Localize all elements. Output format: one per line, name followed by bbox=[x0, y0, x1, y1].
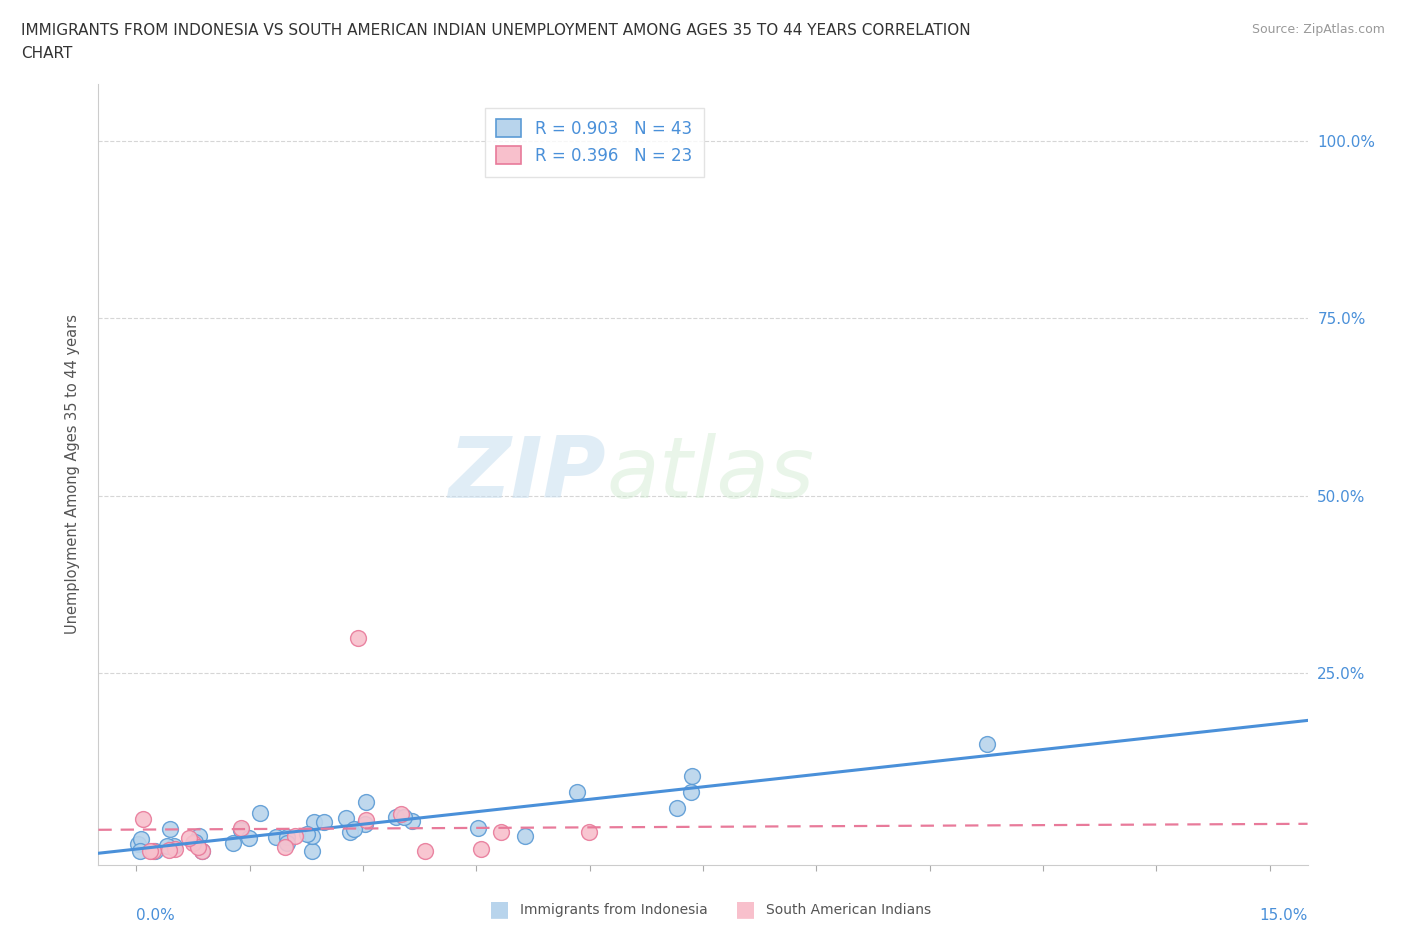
Point bbox=[127, 837, 149, 852]
Point bbox=[343, 822, 366, 837]
Point bbox=[346, 631, 368, 645]
Point bbox=[515, 829, 537, 844]
Point bbox=[129, 832, 152, 847]
Point bbox=[163, 839, 186, 854]
Point bbox=[392, 810, 415, 825]
Point bbox=[184, 834, 207, 849]
Point bbox=[297, 827, 319, 842]
Point bbox=[301, 829, 323, 844]
Point bbox=[335, 810, 357, 825]
Text: ■: ■ bbox=[489, 899, 509, 920]
Y-axis label: Unemployment Among Ages 35 to 44 years: Unemployment Among Ages 35 to 44 years bbox=[65, 314, 80, 634]
Point bbox=[163, 842, 186, 857]
Point bbox=[491, 825, 513, 840]
Text: CHART: CHART bbox=[21, 46, 73, 61]
Point bbox=[142, 844, 165, 858]
Point bbox=[385, 809, 408, 824]
Text: 15.0%: 15.0% bbox=[1260, 908, 1308, 923]
Point bbox=[276, 830, 298, 844]
Point bbox=[177, 830, 200, 845]
Text: atlas: atlas bbox=[606, 432, 814, 516]
Point bbox=[301, 844, 323, 858]
Point bbox=[143, 844, 166, 858]
Point bbox=[181, 836, 204, 851]
Point bbox=[401, 813, 423, 828]
Point bbox=[229, 823, 252, 838]
Point bbox=[578, 825, 600, 840]
Point bbox=[312, 815, 335, 830]
Point bbox=[467, 820, 489, 835]
Text: Immigrants from Indonesia: Immigrants from Indonesia bbox=[520, 902, 709, 917]
Point bbox=[339, 824, 361, 839]
Point bbox=[132, 812, 155, 827]
Point bbox=[681, 785, 703, 800]
Text: Source: ZipAtlas.com: Source: ZipAtlas.com bbox=[1251, 23, 1385, 36]
Point bbox=[238, 830, 260, 845]
Point bbox=[665, 800, 688, 815]
Point bbox=[221, 836, 243, 851]
Point bbox=[191, 844, 214, 858]
Point bbox=[159, 822, 181, 837]
Point bbox=[157, 843, 180, 857]
Text: ZIP: ZIP bbox=[449, 432, 606, 516]
Point bbox=[274, 840, 297, 855]
Point bbox=[188, 829, 211, 844]
Point bbox=[139, 844, 162, 858]
Text: 0.0%: 0.0% bbox=[136, 908, 174, 923]
Point bbox=[356, 812, 378, 827]
Point bbox=[229, 820, 252, 835]
Point bbox=[354, 794, 377, 809]
Text: South American Indians: South American Indians bbox=[766, 902, 931, 917]
Text: ■: ■ bbox=[735, 899, 755, 920]
Point bbox=[276, 836, 298, 851]
Text: IMMIGRANTS FROM INDONESIA VS SOUTH AMERICAN INDIAN UNEMPLOYMENT AMONG AGES 35 TO: IMMIGRANTS FROM INDONESIA VS SOUTH AMERI… bbox=[21, 23, 970, 38]
Point bbox=[415, 844, 437, 858]
Point bbox=[470, 841, 492, 856]
Point bbox=[302, 815, 325, 830]
Legend: R = 0.903   N = 43, R = 0.396   N = 23: R = 0.903 N = 43, R = 0.396 N = 23 bbox=[485, 108, 703, 177]
Point bbox=[156, 839, 179, 854]
Point bbox=[354, 817, 377, 831]
Point bbox=[389, 806, 412, 821]
Point bbox=[249, 806, 271, 821]
Point bbox=[976, 737, 998, 751]
Point bbox=[681, 768, 703, 783]
Point bbox=[187, 840, 209, 855]
Point bbox=[567, 784, 589, 799]
Point bbox=[284, 829, 307, 844]
Point bbox=[129, 844, 152, 858]
Point bbox=[190, 844, 212, 858]
Point bbox=[264, 830, 287, 844]
